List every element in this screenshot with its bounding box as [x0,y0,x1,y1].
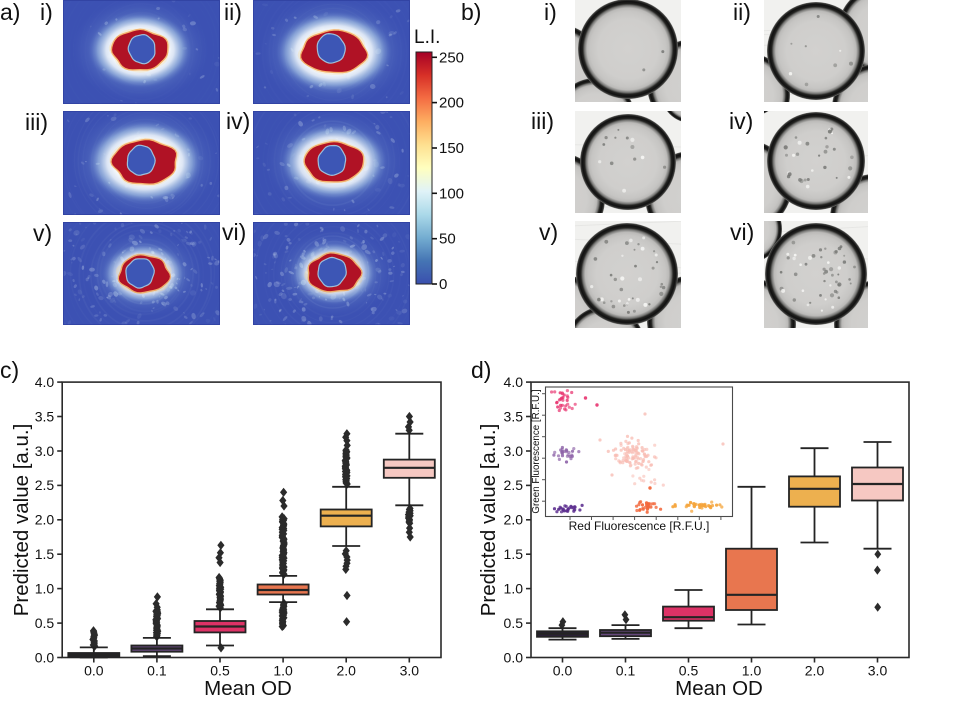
svg-text:iii): iii) [25,109,48,135]
svg-text:2.0: 2.0 [35,512,55,528]
svg-text:1.5: 1.5 [504,546,524,562]
svg-text:50: 50 [439,231,456,248]
svg-text:iii): iii) [531,108,554,134]
svg-text:0.1: 0.1 [147,663,167,679]
svg-text:Predicted value [a.u.]: Predicted value [a.u.] [10,424,33,617]
svg-text:Green Fluorescence [R.F.U.]: Green Fluorescence [R.F.U.] [531,389,542,513]
svg-text:100: 100 [439,185,464,202]
svg-text:1.5: 1.5 [35,546,55,562]
svg-text:150: 150 [439,140,464,157]
svg-text:Predicted value [a.u.]: Predicted value [a.u.] [477,424,500,617]
svg-text:0.1: 0.1 [616,663,636,679]
svg-text:0.5: 0.5 [35,615,55,631]
svg-text:2.0: 2.0 [336,663,356,679]
svg-text:0.0: 0.0 [35,649,55,665]
svg-text:Mean OD: Mean OD [204,677,292,700]
svg-text:250: 250 [439,49,464,66]
svg-text:Mean OD: Mean OD [675,677,763,700]
svg-text:0.5: 0.5 [210,663,230,679]
svg-text:ii): ii) [733,0,751,25]
svg-text:0.0: 0.0 [553,663,573,679]
svg-text:2.0: 2.0 [805,663,825,679]
svg-text:200: 200 [439,95,464,112]
svg-text:v): v) [33,220,52,246]
svg-text:3.0: 3.0 [504,443,524,459]
svg-text:iv): iv) [729,108,753,134]
svg-text:2.5: 2.5 [504,477,524,493]
svg-text:b): b) [461,0,481,25]
svg-text:3.0: 3.0 [868,663,888,679]
svg-text:1.0: 1.0 [742,663,762,679]
svg-text:0: 0 [439,276,447,293]
svg-text:vi): vi) [730,219,754,245]
svg-text:i): i) [40,0,53,25]
svg-text:c): c) [0,357,19,383]
svg-text:a): a) [0,0,20,25]
svg-text:v): v) [539,219,558,245]
svg-text:1.0: 1.0 [504,580,524,596]
svg-text:ii): ii) [224,0,242,25]
svg-text:Red Fluorescence [R.F.U.]: Red Fluorescence [R.F.U.] [569,519,710,533]
svg-text:d): d) [471,357,491,383]
svg-text:3.0: 3.0 [35,443,55,459]
svg-text:3.0: 3.0 [400,663,420,679]
svg-text:2.0: 2.0 [504,512,524,528]
svg-text:0.5: 0.5 [504,615,524,631]
svg-text:1.0: 1.0 [35,580,55,596]
svg-text:2.5: 2.5 [35,477,55,493]
svg-text:vi): vi) [222,219,246,245]
svg-text:4.0: 4.0 [504,374,524,390]
svg-text:3.5: 3.5 [35,408,55,424]
svg-text:1.0: 1.0 [273,663,293,679]
svg-text:0.0: 0.0 [504,649,524,665]
svg-text:4.0: 4.0 [35,374,55,390]
svg-text:L.I.: L.I. [414,27,440,48]
svg-text:0.5: 0.5 [679,663,699,679]
svg-text:i): i) [544,0,557,25]
svg-text:3.5: 3.5 [504,408,524,424]
svg-text:0.0: 0.0 [84,663,104,679]
svg-text:iv): iv) [226,108,250,134]
